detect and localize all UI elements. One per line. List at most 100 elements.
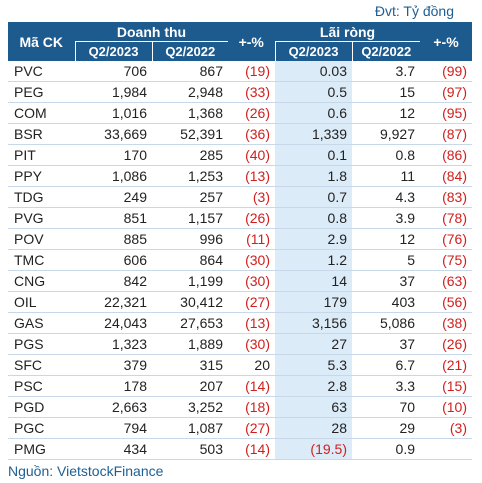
stock-code: POV [8,228,75,250]
value-cell: 11 [352,165,421,187]
table-row: PVG 851 1,157 (26) 0.8 3.9 (78) [8,207,473,229]
value-cell: 70 [352,396,421,418]
unit-note: Đvt: Tỷ đồng [374,3,454,19]
value-cell: (14) [228,438,275,460]
header-cell: +-% [228,22,275,61]
value-cell: (38) [420,312,473,334]
value-cell: (21) [420,354,473,376]
table-row: CNG 842 1,199 (30) 14 37 (63) [8,270,473,292]
value-cell: 3.9 [352,207,421,229]
value-cell: 24,043 [75,312,152,334]
table-row: TMC 606 864 (30) 1.2 5 (75) [8,249,473,271]
value-cell: 30,412 [152,291,228,313]
header-cell: Doanh thu [75,22,228,42]
table-row: PVC 706 867 (19) 0.03 3.7 (99) [8,61,473,82]
value-cell: 1,086 [75,165,152,187]
value-cell: (13) [228,312,275,334]
value-cell: 315 [152,354,228,376]
value-cell: 0.5 [275,81,352,103]
value-cell: (19.5) [275,438,352,460]
header-cell: +-% [420,22,473,61]
value-cell: (63) [420,270,473,292]
value-cell: 885 [75,228,152,250]
value-cell: 434 [75,438,152,460]
stock-code: PEG [8,81,75,103]
value-cell: 2,948 [152,81,228,103]
table-row: OIL 22,321 30,412 (27) 179 403 (56) [8,291,473,313]
header-cell: Lãi ròng [275,22,421,42]
value-cell: (97) [420,81,473,103]
value-cell: (84) [420,165,473,187]
value-cell: 1,368 [152,102,228,124]
value-cell: (95) [420,102,473,124]
value-cell: 0.7 [275,186,352,208]
stock-code: PSC [8,375,75,397]
value-cell: 1.8 [275,165,352,187]
value-cell: 867 [152,61,228,82]
value-cell: (87) [420,123,473,145]
table-row: TDG 249 257 (3) 0.7 4.3 (83) [8,186,473,208]
value-cell: 1,253 [152,165,228,187]
stock-code: GAS [8,312,75,334]
stock-code: PGD [8,396,75,418]
table-row: PSC 178 207 (14) 2.8 3.3 (15) [8,375,473,397]
value-cell: (3) [420,417,473,439]
stock-code: OIL [8,291,75,313]
value-cell: 37 [352,333,421,355]
stock-code: BSR [8,123,75,145]
value-cell: 15 [352,81,421,103]
stock-code: PVC [8,61,75,82]
value-cell: 27 [275,333,352,355]
table-row: POV 885 996 (11) 2.9 12 (76) [8,228,473,250]
stock-code: PMG [8,438,75,460]
value-cell: 1,889 [152,333,228,355]
value-cell: 0.1 [275,144,352,166]
value-cell: 33,669 [75,123,152,145]
value-cell: 29 [352,417,421,439]
value-cell: (26) [228,207,275,229]
value-cell: 179 [275,291,352,313]
value-cell: 403 [352,291,421,313]
value-cell: 0.6 [275,102,352,124]
value-cell: (83) [420,186,473,208]
value-cell: (75) [420,249,473,271]
value-cell: 864 [152,249,228,271]
value-cell: (30) [228,333,275,355]
table-row: GAS 24,043 27,653 (13) 3,156 5,086 (38) [8,312,473,334]
value-cell: 9,927 [352,123,421,145]
value-cell: (86) [420,144,473,166]
value-cell: (30) [228,270,275,292]
table-row: PPY 1,086 1,253 (13) 1.8 11 (84) [8,165,473,187]
table-row: PIT 170 285 (40) 0.1 0.8 (86) [8,144,473,166]
value-cell: 2,663 [75,396,152,418]
value-cell: 1,199 [152,270,228,292]
value-cell: 63 [275,396,352,418]
value-cell: 3.7 [352,61,421,82]
value-cell: 1,339 [275,123,352,145]
value-cell: 842 [75,270,152,292]
header-cell: Q2/2023 [274,41,352,61]
table-row: PEG 1,984 2,948 (33) 0.5 15 (97) [8,81,473,103]
value-cell: 12 [352,228,421,250]
value-cell: (19) [228,61,275,82]
value-cell: 794 [75,417,152,439]
stock-code: PGC [8,417,75,439]
value-cell: (76) [420,228,473,250]
value-cell: 37 [352,270,421,292]
value-cell: 1,016 [75,102,152,124]
stock-code: PPY [8,165,75,187]
value-cell: 996 [152,228,228,250]
header-cell: Mã CK [8,22,75,61]
value-cell: 1,157 [152,207,228,229]
table-header: Mã CK Doanh thu +-% Lãi ròng +-% Q2/2023… [8,22,473,61]
table-body: PVC 706 867 (19) 0.03 3.7 (99) PEG 1,984 2,948 (33… [8,61,473,460]
value-cell: (40) [228,144,275,166]
value-cell: (36) [228,123,275,145]
value-cell: (56) [420,291,473,313]
value-cell: 27,653 [152,312,228,334]
value-cell: 0.8 [352,144,421,166]
stock-code: COM [8,102,75,124]
stock-code: TDG [8,186,75,208]
value-cell: (13) [228,165,275,187]
